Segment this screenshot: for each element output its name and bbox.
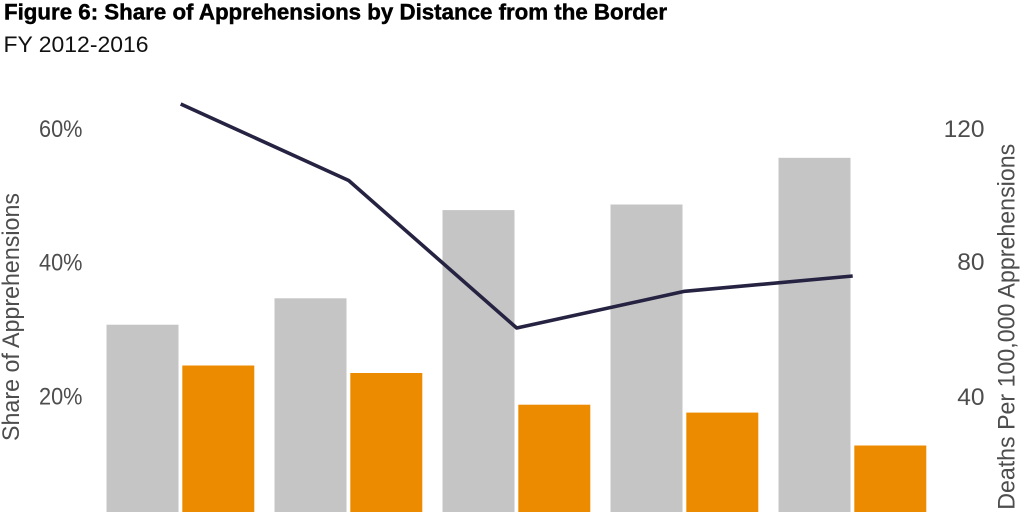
svg-text:40%: 40% [39,249,83,276]
svg-text:Figure 6: Share of Apprehensio: Figure 6: Share of Apprehensions by Dist… [4,0,667,24]
svg-text:40: 40 [957,384,984,411]
svg-text:Deaths Per 100,000 Apprehensio: Deaths Per 100,000 Apprehensions [993,144,1020,510]
svg-text:80: 80 [957,249,984,276]
svg-text:20%: 20% [39,383,83,410]
svg-text:Share of Apprehensions: Share of Apprehensions [0,193,25,441]
svg-text:60%: 60% [39,116,83,143]
svg-text:120: 120 [944,116,985,143]
svg-text:FY 2012-2016: FY 2012-2016 [4,32,149,57]
